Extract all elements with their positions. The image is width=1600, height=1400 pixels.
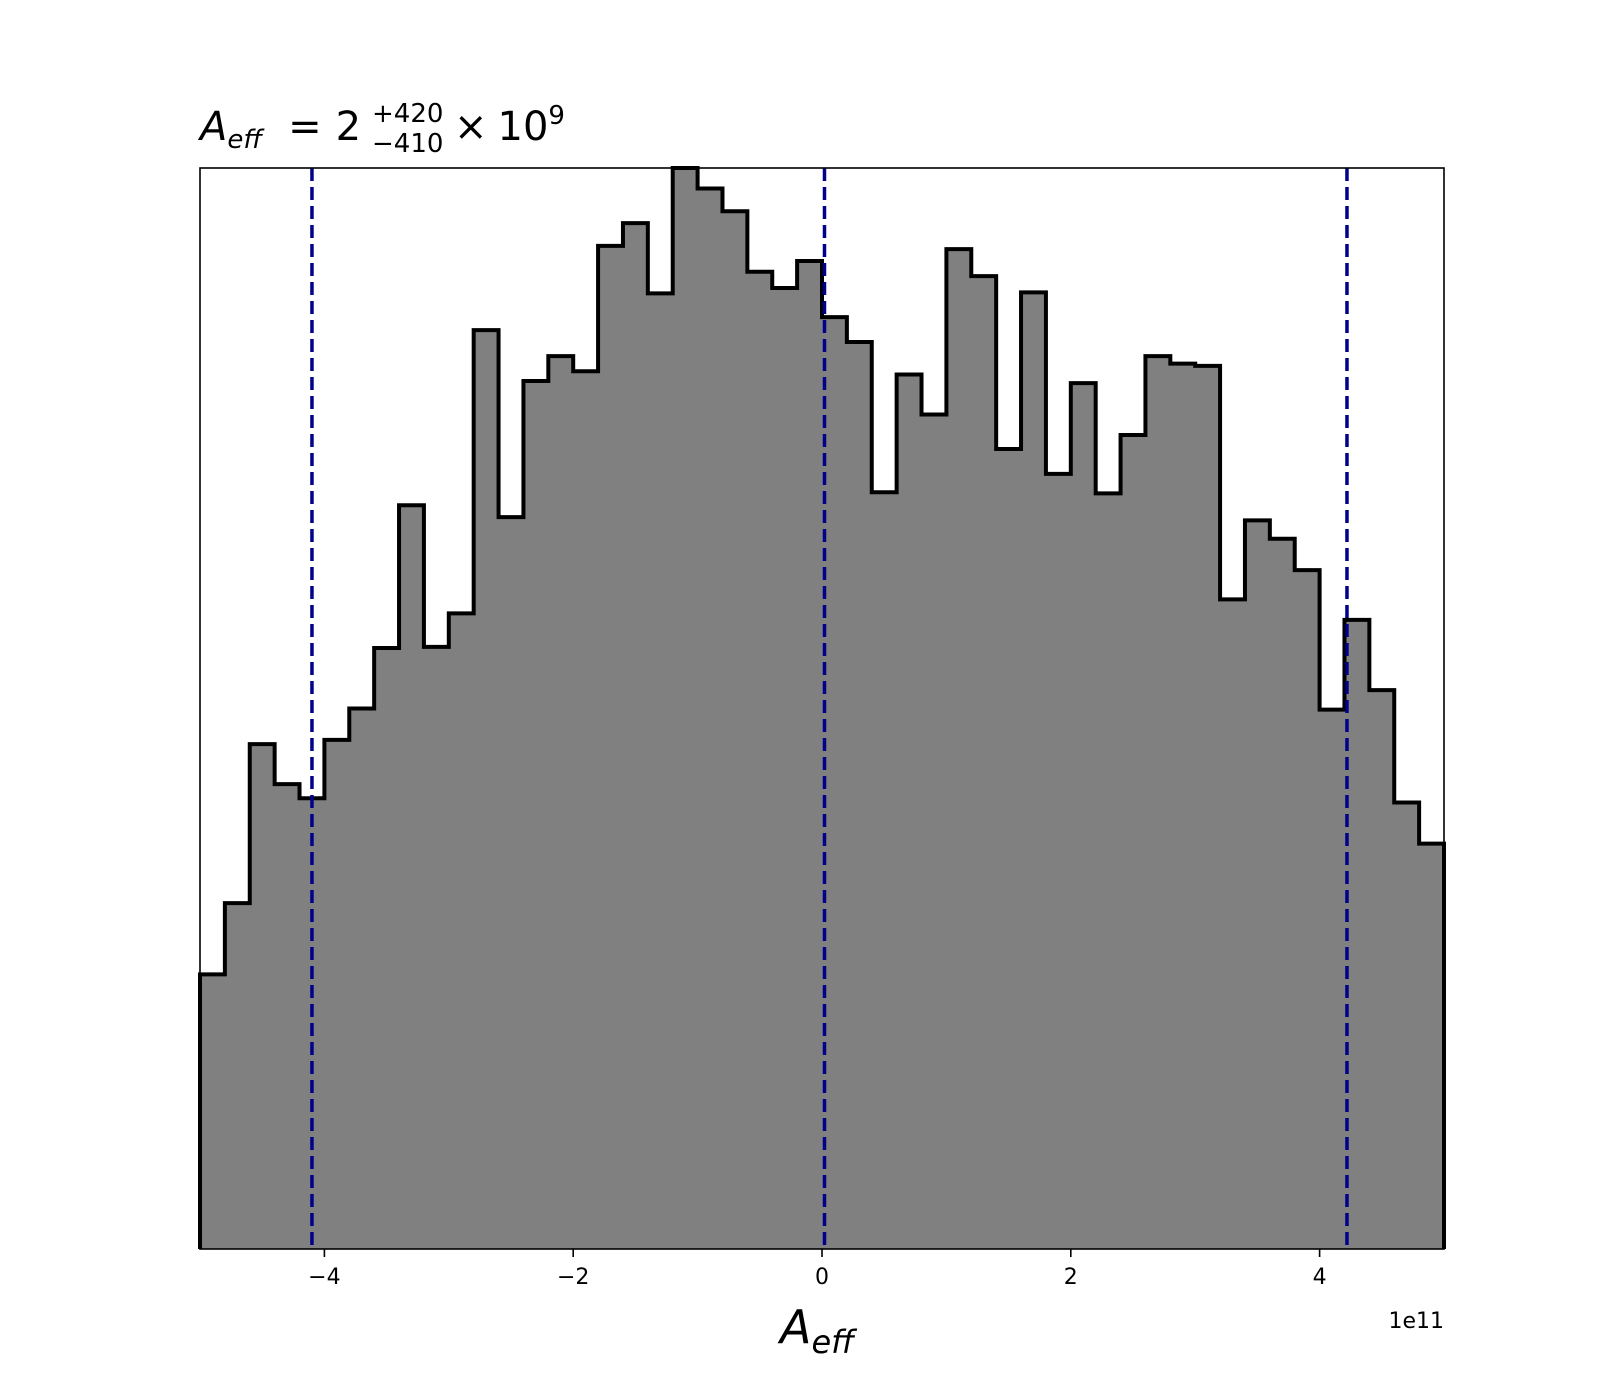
x-axis-label-subscript: eff [811, 1323, 858, 1361]
x-tick-label: 0 [815, 1265, 829, 1290]
histogram-bar [647, 293, 674, 1249]
histogram-bar [1195, 365, 1221, 1249]
histogram-bars [200, 168, 1445, 1250]
histogram-outline [198, 166, 1446, 1249]
histogram-bar [1070, 383, 1097, 1249]
histogram-bar [548, 356, 574, 1249]
x-axis-offset-label: 1e11 [1388, 1309, 1444, 1334]
x-axis-ticks: −4 −2 0 2 4 [308, 1249, 1327, 1290]
histogram-bar [797, 260, 823, 1249]
histogram-bar [1120, 435, 1146, 1250]
title-times: × [454, 104, 488, 150]
histogram-bar [448, 613, 475, 1249]
title-base: 10 [498, 104, 549, 150]
histogram-bar [1269, 538, 1296, 1249]
histogram-bar [200, 974, 226, 1249]
histogram-bar [274, 784, 301, 1249]
plot-area [198, 166, 1446, 1250]
histogram-bar [747, 271, 773, 1249]
title-power: × 109 [454, 101, 565, 150]
histogram-bar [1021, 292, 1047, 1249]
chart-title: Aeff = 2 [197, 104, 361, 155]
x-axis-label-symbol: A [777, 1300, 811, 1354]
histogram-bar [399, 505, 425, 1250]
histogram-bar [423, 646, 450, 1249]
histogram-bar [324, 739, 350, 1249]
histogram-bar [498, 517, 524, 1249]
histogram-bar [697, 188, 723, 1249]
histogram-bar [871, 492, 898, 1249]
histogram-bar [374, 647, 400, 1249]
x-tick-label: 4 [1313, 1265, 1327, 1290]
histogram-bar [224, 903, 251, 1249]
histogram-bar [1394, 802, 1420, 1249]
histogram-bar [971, 276, 997, 1250]
histogram-bar [1220, 599, 1246, 1249]
title-symbol-subscript: eff [227, 125, 265, 155]
histogram-bar [1170, 363, 1196, 1249]
histogram-bar [1369, 690, 1395, 1249]
histogram-bar [921, 414, 947, 1249]
histogram-bar [573, 371, 599, 1249]
histogram-bar [1244, 520, 1271, 1249]
x-tick-label: 2 [1064, 1265, 1078, 1290]
histogram-bar [946, 249, 972, 1249]
histogram-bar [1095, 493, 1122, 1250]
x-tick-label: −4 [308, 1265, 340, 1290]
histogram-bar [473, 330, 500, 1249]
histogram-bar [672, 168, 699, 1249]
title-equals: = [288, 104, 322, 150]
histogram-bar [896, 374, 923, 1249]
quantile-lines [310, 168, 1349, 1249]
histogram-bar [996, 449, 1022, 1249]
histogram-bar [349, 708, 375, 1249]
title-exponent: 9 [548, 101, 565, 131]
histogram-bar [1319, 709, 1345, 1249]
title-upper-error: +420 [372, 99, 443, 129]
histogram-bar [622, 223, 649, 1250]
histogram-bar [598, 245, 624, 1249]
histogram-bar [1045, 473, 1072, 1250]
histogram-bar [1419, 843, 1445, 1249]
histogram-bar [1145, 356, 1171, 1249]
x-axis-label: Aeff [777, 1300, 858, 1361]
histogram-bar [1294, 570, 1321, 1249]
title-symbol: A [197, 104, 227, 150]
histogram-bar [846, 342, 873, 1249]
histogram-bar [722, 211, 748, 1250]
title-mantissa: 2 [336, 104, 361, 150]
x-tick-label: −2 [557, 1265, 589, 1290]
histogram-bar [523, 380, 549, 1249]
title-lower-error: −410 [372, 129, 443, 159]
histogram-bar [772, 287, 798, 1250]
histogram-bar [249, 744, 276, 1249]
